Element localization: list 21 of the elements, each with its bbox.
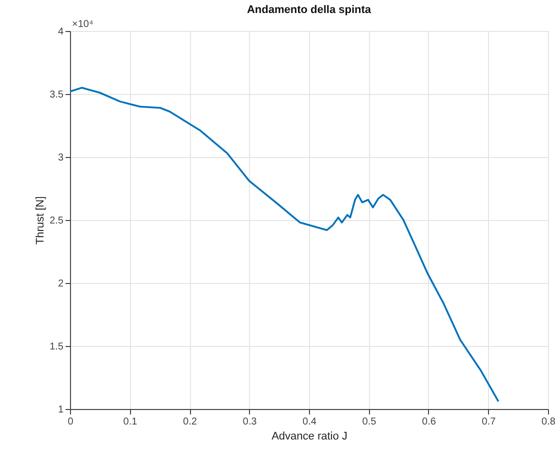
x-tick-label: 0 xyxy=(68,416,74,428)
x-tick-label: 0.6 xyxy=(422,416,436,428)
x-axis-title: Advance ratio J xyxy=(272,430,348,442)
y-tick-label: 2.5 xyxy=(50,216,64,226)
y-tick-label: 1.5 xyxy=(50,342,64,352)
x-tick-label: 0.7 xyxy=(482,416,496,428)
y-tick-label: 4 xyxy=(58,26,64,38)
x-tick-label: 0.2 xyxy=(183,416,198,428)
y-tick-label: 1 xyxy=(58,404,64,416)
chart-title: Andamento della spinta xyxy=(246,4,372,16)
line-series xyxy=(69,86,500,402)
y-axis-title: Thrust [N] xyxy=(34,196,47,245)
text: ×10⁴ xyxy=(72,19,94,30)
x-tick-label: 0.5 xyxy=(362,416,377,428)
x-tick-label: 0.1 xyxy=(123,416,138,428)
y-tick-label: 2 xyxy=(58,278,64,290)
y-tick-label: 3.5 xyxy=(50,90,64,100)
x-tick-label: 0.8 xyxy=(542,416,556,428)
x-tick-label: 0.4 xyxy=(302,416,317,428)
y-tick-label: 3 xyxy=(58,152,64,164)
x-tick-label: 0.3 xyxy=(242,416,258,428)
